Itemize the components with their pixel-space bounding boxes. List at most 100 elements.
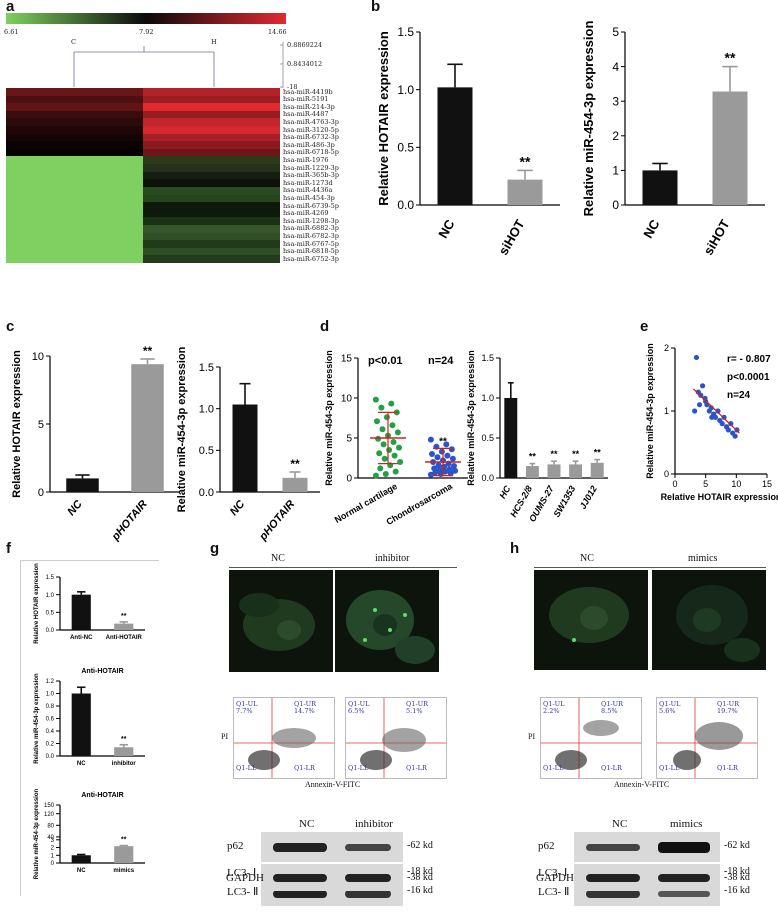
y-tick-label: 1.0 xyxy=(46,692,55,698)
x-tick-label: 0 xyxy=(672,479,677,489)
y-tick-label: 1.2 xyxy=(46,679,55,685)
heat-cell-c xyxy=(6,88,143,96)
flow-h-mim-ll: Q1-LL xyxy=(659,764,680,772)
heat-cell-c xyxy=(6,118,143,127)
flow-h-mim-lr: Q1-LR xyxy=(717,764,738,772)
heatmap-row-label: hsa-miR-1229-3p xyxy=(283,163,339,172)
heat-cell-h xyxy=(143,103,280,112)
annotation-n: n=24 xyxy=(428,355,454,367)
heat-cell-c xyxy=(6,179,143,188)
regression-line xyxy=(692,388,740,434)
flow-g-nc: Q1-UL 7.7% Q1-UR 14.7% Q1-LL Q1-LR xyxy=(233,697,335,779)
y-tick-label: 0 xyxy=(612,198,619,212)
micro-h-mimics-image xyxy=(652,570,766,670)
x-tick-label: 15 xyxy=(762,479,772,489)
scatter-point xyxy=(382,471,389,477)
y-tick-label: 0 xyxy=(346,474,352,485)
significance-mark: ** xyxy=(572,449,580,459)
scatter-point xyxy=(427,436,434,443)
heat-cell-c xyxy=(6,186,143,195)
scatter-point xyxy=(692,408,698,414)
heat-cell-h xyxy=(143,179,280,188)
flow-g-inh-ul: Q1-UL xyxy=(348,700,370,708)
bar xyxy=(66,478,99,492)
scatter-point xyxy=(728,421,734,427)
micro-h-mimics-label: mimics xyxy=(688,553,718,564)
y-tick-label: 0 xyxy=(38,487,44,499)
scatter-point xyxy=(451,463,457,469)
wb-h-gapdh-label: GAPDH xyxy=(536,872,574,884)
heatmap-row-label: hsa-miR-6818-5p xyxy=(283,247,339,256)
wb-h-p62-label: p62 xyxy=(538,840,555,852)
y-tick-label: 3 xyxy=(51,838,55,844)
heatmap-row-label: hsa-miR-6718-5p xyxy=(283,148,339,157)
bar xyxy=(712,91,748,205)
heatmap-row-label: hsa-miR-1298-3p xyxy=(283,216,339,225)
heatmap-row-label: hsa-miR-4436a xyxy=(283,186,333,195)
heat-cell-c xyxy=(6,148,143,157)
heatmap-row-label: hsa-miR-3120-5p xyxy=(283,125,339,134)
bar xyxy=(282,477,308,492)
bar xyxy=(547,464,561,478)
scale-mid-label: 7.92 xyxy=(139,28,154,36)
wb-g-lc3i-label: LC3- Ⅰ xyxy=(227,867,257,879)
scatter-point xyxy=(390,439,397,445)
y-tick-label: 1.0 xyxy=(481,393,494,403)
bar xyxy=(507,179,543,205)
wb-h-lc3i-size: -18 kd xyxy=(724,866,750,877)
chart-title: Anti-HOTAIR xyxy=(81,792,123,799)
scatter-point xyxy=(700,383,706,389)
annotation-p: p<0.01 xyxy=(368,355,403,367)
heatmap-row-label: hsa-miR-1976 xyxy=(283,155,329,164)
x-axis-label: Relative HOTAIR expression xyxy=(661,492,778,502)
x-tick-label: 10 xyxy=(731,479,741,489)
flow-h-nc-ll: Q1-LL xyxy=(543,764,564,772)
flow-h-xlabel: Annexin-V-FITC xyxy=(614,780,670,789)
wb-h-header-nc: NC xyxy=(612,818,628,830)
bar xyxy=(71,594,91,630)
panel-label-d: d xyxy=(320,318,330,335)
y-tick-label: 0.0 xyxy=(46,628,55,634)
significance-mark: ** xyxy=(594,448,602,458)
scatter-point xyxy=(442,468,449,475)
column-label-h: H xyxy=(211,38,217,46)
panel-label-b: b xyxy=(371,0,381,15)
heatmap-color-scale xyxy=(6,13,286,24)
heat-cell-h xyxy=(143,171,280,180)
scatter-point xyxy=(447,470,454,477)
significance-mark: ** xyxy=(121,613,127,620)
heatmap-row-label: hsa-miR-4487 xyxy=(283,110,329,119)
wb-h-gapdh-blot xyxy=(574,865,720,891)
flow-g-inhibitor: Q1-UL 6.5% Q1-UR 5.1% Q1-LL Q1-LR xyxy=(345,697,447,779)
heatmap-row-label: hsa-miR-6752-3p xyxy=(283,254,339,263)
flow-g-ylabel: PI xyxy=(221,732,229,741)
heat-cell-c xyxy=(6,103,143,112)
dendro-value-1: 0.8869224 xyxy=(287,41,323,49)
scatter-point xyxy=(427,471,434,478)
heat-cell-c xyxy=(6,232,143,241)
heat-cell-c xyxy=(6,255,143,264)
flow-g-nc-ur: Q1-UR xyxy=(294,700,317,708)
wb-h-lc3ii-label: LC3- Ⅱ xyxy=(538,886,570,898)
bar xyxy=(114,623,134,630)
scatter-point xyxy=(435,462,442,469)
y-axis-label: Relative miR-454-3p expression xyxy=(466,350,476,486)
heatmap-row-label: hsa-miR-454-3p xyxy=(283,194,335,203)
heat-cell-c xyxy=(6,217,143,226)
panel-label-h: h xyxy=(510,540,520,557)
heat-cell-c xyxy=(6,126,143,134)
scatter-point xyxy=(397,459,404,465)
bar xyxy=(114,846,134,863)
flow-g-xlabel: Annexin-V-FITC xyxy=(305,780,361,789)
flow-h-mim-ur-value: 19.7% xyxy=(717,707,738,715)
y-tick-label: 1 xyxy=(664,406,669,416)
category-label: NC xyxy=(77,761,86,767)
y-tick-label: 3 xyxy=(612,94,619,108)
heatmap-row-labels: hsa-miR-4419b hsa-miR-5191 hsa-miR-214-3p h… xyxy=(283,88,353,263)
flow-g-nc-ul-value: 7.7% xyxy=(236,707,253,715)
wb-g-lc3i-size: -18 kd xyxy=(407,866,433,877)
scatter-point xyxy=(372,472,379,479)
scatter-point xyxy=(380,441,387,448)
category-label: mimics xyxy=(113,868,134,874)
